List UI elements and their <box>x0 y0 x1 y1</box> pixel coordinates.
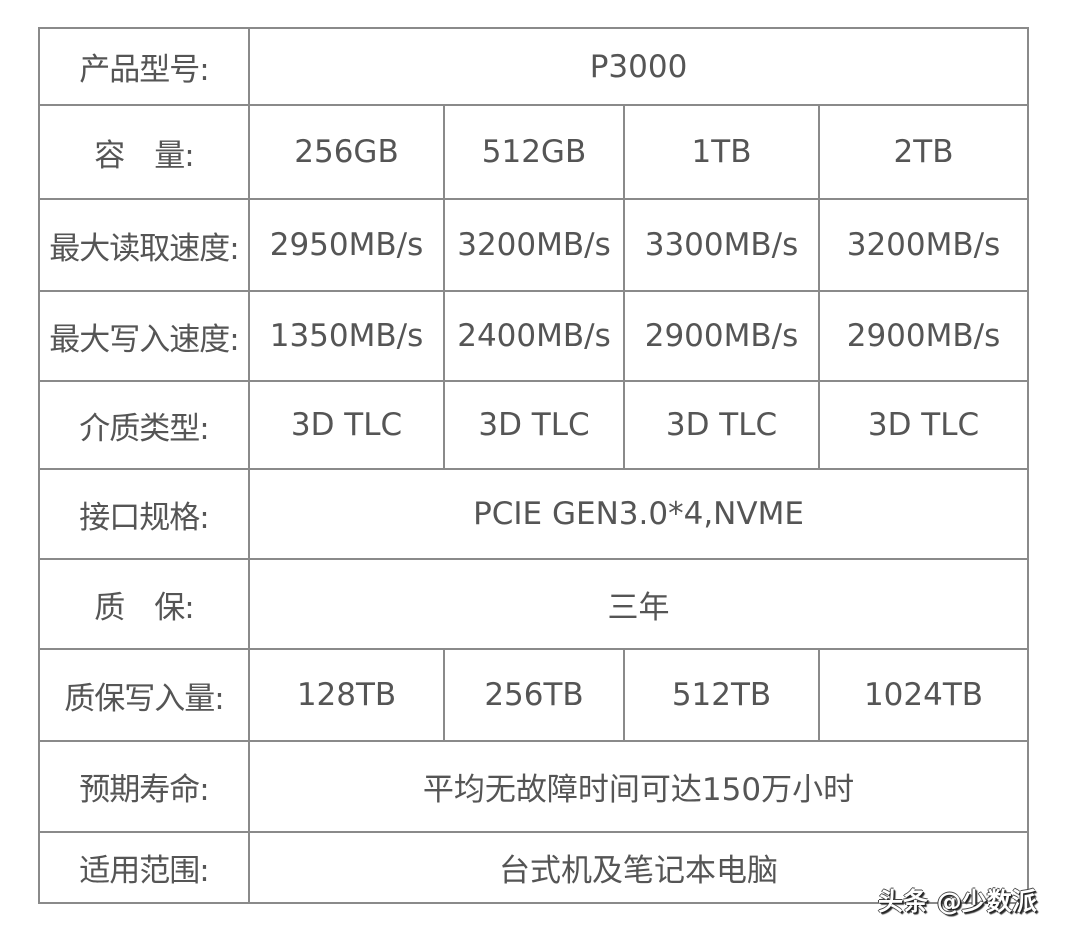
spec-cell-merged: 台式机及笔记本电脑 <box>248 831 1029 904</box>
spec-cell-merged: 三年 <box>248 558 1029 650</box>
spec-cell: 1TB <box>623 104 820 200</box>
spec-cell: 3D TLC <box>248 380 445 470</box>
spec-row: 介质类型: 3D TLC 3D TLC 3D TLC 3D TLC <box>38 380 1029 470</box>
spec-cell: 1350MB/s <box>248 290 445 382</box>
spec-row: 容 量: 256GB 512GB 1TB 2TB <box>38 104 1029 200</box>
row-label: 质保写入量: <box>38 648 250 742</box>
spec-cell: 128TB <box>248 648 445 742</box>
spec-row: 最大读取速度: 2950MB/s 3200MB/s 3300MB/s 3200MB/s <box>38 198 1029 292</box>
spec-cell: 3D TLC <box>623 380 820 470</box>
spec-cell: 3200MB/s <box>818 198 1029 292</box>
spec-cell: 256TB <box>443 648 625 742</box>
spec-row: 适用范围: 台式机及笔记本电脑 <box>38 831 1029 904</box>
spec-cell-merged: P3000 <box>248 27 1029 106</box>
spec-cell: 3D TLC <box>443 380 625 470</box>
spec-cell: 2950MB/s <box>248 198 445 292</box>
spec-cell: 2400MB/s <box>443 290 625 382</box>
row-label: 最大读取速度: <box>38 198 250 292</box>
row-label: 接口规格: <box>38 468 250 560</box>
spec-cell: 2900MB/s <box>623 290 820 382</box>
row-label: 最大写入速度: <box>38 290 250 382</box>
watermark: 头条 @少数派 <box>878 887 1037 916</box>
spec-cell: 512TB <box>623 648 820 742</box>
spec-row: 质保写入量: 128TB 256TB 512TB 1024TB <box>38 648 1029 742</box>
spec-cell-merged: PCIE GEN3.0*4,NVME <box>248 468 1029 560</box>
spec-row: 产品型号: P3000 <box>38 27 1029 106</box>
spec-cell-merged: 平均无故障时间可达150万小时 <box>248 740 1029 833</box>
spec-cell: 1024TB <box>818 648 1029 742</box>
spec-table: 产品型号: P3000 容 量: 256GB 512GB 1TB 2TB 最大读取速度: 295… <box>38 27 1029 904</box>
spec-row: 最大写入速度: 1350MB/s 2400MB/s 2900MB/s 2900MB/s <box>38 290 1029 382</box>
spec-cell: 512GB <box>443 104 625 200</box>
spec-cell: 3200MB/s <box>443 198 625 292</box>
row-label: 产品型号: <box>38 27 250 106</box>
spec-row: 预期寿命: 平均无故障时间可达150万小时 <box>38 740 1029 833</box>
spec-cell: 2900MB/s <box>818 290 1029 382</box>
row-label: 适用范围: <box>38 831 250 904</box>
spec-row: 接口规格: PCIE GEN3.0*4,NVME <box>38 468 1029 560</box>
spec-cell: 3300MB/s <box>623 198 820 292</box>
row-label: 容 量: <box>38 104 250 200</box>
row-label: 质 保: <box>38 558 250 650</box>
spec-row: 质 保: 三年 <box>38 558 1029 650</box>
row-label: 预期寿命: <box>38 740 250 833</box>
spec-cell: 256GB <box>248 104 445 200</box>
row-label: 介质类型: <box>38 380 250 470</box>
spec-cell: 3D TLC <box>818 380 1029 470</box>
spec-cell: 2TB <box>818 104 1029 200</box>
